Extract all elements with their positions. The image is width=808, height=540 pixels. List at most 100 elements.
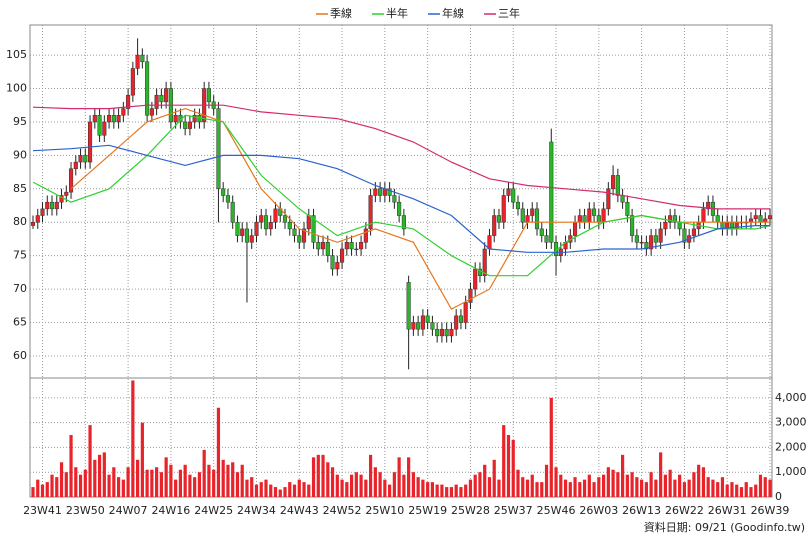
candle-body — [268, 221, 273, 230]
volume-bar — [83, 469, 87, 497]
legend-label: 年線 — [442, 6, 464, 20]
volume-bar — [563, 479, 568, 497]
y-tick-label: 75 — [13, 249, 27, 262]
candle-body — [83, 155, 88, 163]
volume-bar — [202, 449, 206, 497]
candle-body — [121, 108, 126, 116]
volume-bar — [226, 464, 230, 497]
volume-bar — [345, 482, 349, 497]
candle-body — [420, 315, 425, 330]
x-tick-label: 23W41 — [23, 504, 62, 517]
candle-body — [425, 315, 430, 323]
candle-body — [753, 215, 758, 220]
volume-bar — [183, 464, 187, 497]
ma-line — [32, 144, 770, 253]
volume-bar — [150, 469, 154, 497]
candle-body — [611, 175, 616, 190]
volume-bar — [649, 472, 653, 497]
volume-bar — [625, 474, 629, 497]
candle-body — [368, 195, 373, 230]
volume-bar — [445, 487, 449, 497]
candle-body — [397, 201, 402, 216]
y-tick-label: 105 — [6, 48, 27, 61]
candle-body — [606, 188, 611, 210]
volume-tick-label: 0 — [775, 490, 782, 503]
volume-bar — [706, 477, 710, 497]
volume-bar — [221, 459, 225, 497]
volume-bar — [326, 462, 330, 497]
candle-body — [530, 208, 535, 216]
x-tick-label: 26W03 — [579, 504, 618, 517]
volume-bar — [592, 482, 596, 497]
volume-bar — [59, 462, 64, 497]
volume-tick-label: 1,000 — [775, 465, 807, 478]
volume-bar — [36, 479, 40, 497]
candle-body — [216, 108, 221, 190]
volume-bar — [544, 464, 549, 497]
candle-body — [492, 215, 497, 236]
volume-bar — [411, 472, 415, 497]
volume-bar — [164, 457, 168, 497]
candle-body — [477, 268, 483, 276]
candle-body — [135, 54, 140, 69]
x-tick-label: 26W39 — [751, 504, 790, 517]
volume-bar — [264, 479, 268, 497]
volume-bar — [316, 454, 320, 497]
volume-bar — [169, 464, 173, 497]
candle-body — [482, 248, 487, 276]
volume-bar — [254, 484, 259, 497]
volume-bar — [464, 484, 468, 497]
volume-bar — [435, 484, 439, 497]
candle-body — [164, 88, 169, 103]
x-tick-label: 25W28 — [451, 504, 490, 517]
candle-body — [458, 315, 463, 323]
candle-body — [515, 201, 521, 210]
x-tick-label: 24W16 — [151, 504, 190, 517]
candle-body — [620, 195, 625, 203]
candle-body — [126, 94, 131, 109]
volume-bar — [31, 487, 35, 497]
candle-body — [54, 201, 59, 210]
volume-bar — [525, 479, 530, 497]
volume-bar — [749, 487, 753, 497]
x-tick-label: 24W43 — [280, 504, 319, 517]
x-tick-label: 24W07 — [109, 504, 148, 517]
volume-bar — [269, 484, 273, 497]
volume-bar — [601, 474, 606, 497]
volume-bar — [388, 484, 392, 497]
volume-bar — [554, 467, 558, 497]
candle-body — [582, 215, 587, 223]
x-tick-label: 24W34 — [237, 504, 276, 517]
volume-bar — [340, 479, 344, 497]
volume-bar — [483, 464, 487, 497]
candle-body — [206, 88, 211, 103]
candle-body — [549, 141, 554, 243]
candle-body — [183, 121, 188, 129]
volume-bar — [288, 482, 292, 497]
volume-bar — [159, 472, 163, 497]
footnote: 資料日期: 09/21 (Goodinfo.tw) — [644, 520, 805, 534]
volume-bar — [663, 474, 667, 497]
volume-bar — [397, 457, 401, 497]
y-tick-label: 80 — [13, 215, 27, 228]
candle-body — [644, 242, 649, 250]
volume-bar — [763, 477, 767, 497]
candle-body — [387, 188, 392, 196]
volume-bar — [330, 467, 335, 497]
candle-body — [187, 121, 192, 129]
volume-bar — [502, 425, 506, 497]
volume-bar — [682, 482, 687, 497]
candle-body — [378, 188, 383, 196]
candle-body — [573, 221, 578, 236]
candle-body — [311, 215, 316, 243]
candle-body — [330, 255, 335, 270]
candle-body — [259, 215, 264, 223]
candle-body — [615, 175, 620, 196]
volume-bar — [283, 487, 287, 497]
y-tick-label: 65 — [13, 316, 27, 329]
volume-bar — [145, 469, 149, 497]
volume-bar — [373, 467, 377, 497]
candle-body — [634, 235, 639, 243]
volume-tick-label: 4,000 — [775, 391, 807, 404]
